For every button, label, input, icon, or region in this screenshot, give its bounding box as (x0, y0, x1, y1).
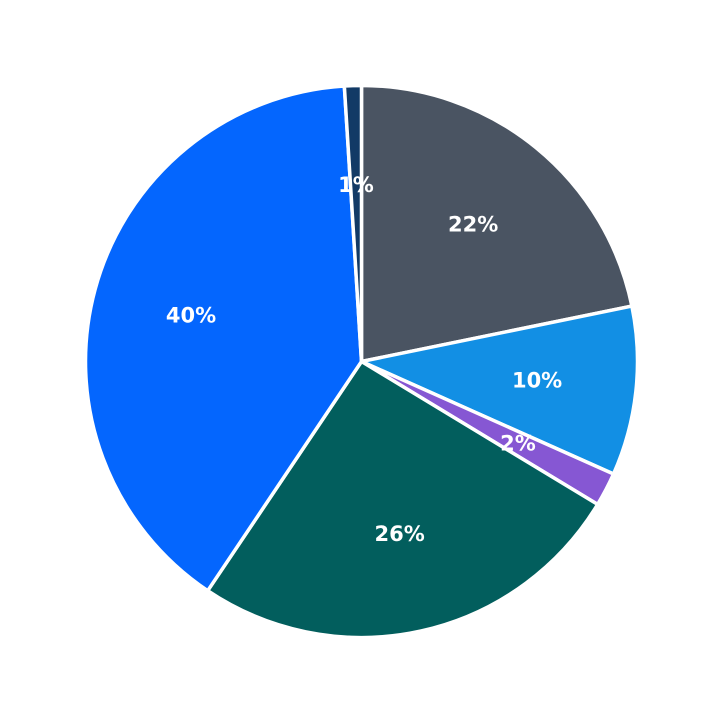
slice-label-1: 10% (512, 369, 562, 393)
pie-slice-0 (359, 83, 634, 364)
pie-slices (83, 83, 640, 640)
pie-slice-3 (205, 359, 600, 640)
pie-slice-5 (342, 83, 364, 364)
slice-label-5: 1% (338, 173, 374, 197)
slice-label-0: 22% (448, 213, 498, 237)
slice-label-3: 26% (375, 522, 425, 546)
pie-slice-1 (359, 304, 640, 476)
slice-label-4: 40% (166, 303, 216, 327)
pie-slice-4 (83, 84, 364, 593)
pie-labels: 22% 10% 2% 26% 40% 1% (166, 173, 562, 546)
slice-label-2: 2% (500, 431, 536, 455)
